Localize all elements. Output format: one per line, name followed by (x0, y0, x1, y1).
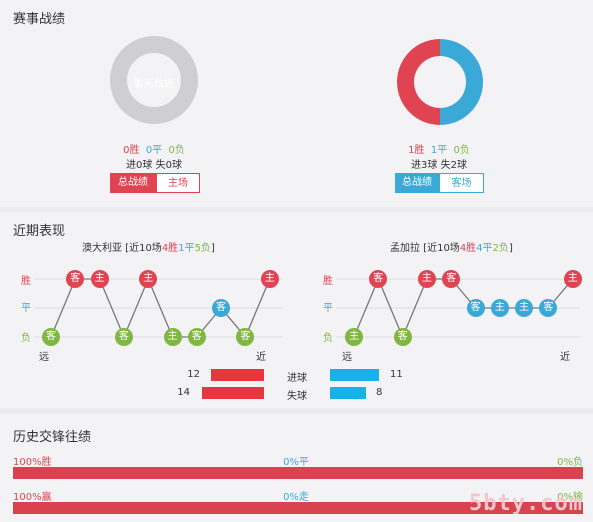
right-loss-count: 0负 (453, 145, 470, 156)
right-axis-draw: 平 (323, 303, 333, 314)
left-form-match-node[interactable]: 客 (42, 328, 60, 346)
history-title: 历史交锋往绩 (13, 430, 92, 445)
left-form-match-node[interactable]: 客 (236, 328, 255, 346)
left-goals-value: 12 (187, 369, 200, 380)
left-loss-count: 0负 (168, 145, 185, 156)
left-recent-draws: 1平 (178, 243, 195, 254)
left-conceded-value: 14 (177, 387, 190, 398)
left-goals-line: 进0球 失0球 (126, 160, 182, 171)
left-form-match-node[interactable]: 客 (114, 328, 133, 346)
right-recent-draws: 4平 (476, 243, 493, 254)
left-record-line: 0胜 0平 0负 (100, 141, 208, 156)
left-form-match-node[interactable]: 客 (187, 328, 206, 346)
right-axis-loss: 负 (323, 333, 333, 344)
site-watermark: 5bty.com (469, 491, 583, 516)
history-row1-mid: 0%平 (283, 457, 309, 468)
recent-title: 近期表现 (13, 224, 66, 239)
left-form-match-node[interactable]: 主 (139, 270, 158, 288)
right-form-match-node[interactable]: 主 (563, 270, 582, 288)
left-form-match-node[interactable]: 主 (163, 328, 182, 346)
history-row1-left: 100%胜 (13, 457, 52, 468)
left-form-match-node[interactable]: 主 (90, 270, 109, 288)
right-form-chart: 胜 平 负 远 近 主客客主客客主主客主 (296, 262, 593, 363)
right-form-line (353, 277, 574, 339)
right-form-match-node[interactable]: 客 (466, 299, 485, 317)
history-row1-track (13, 467, 583, 479)
right-form-match-node[interactable]: 客 (539, 299, 558, 317)
right-goals-value: 11 (390, 369, 403, 380)
record-panel: 赛事战绩 暂无数据 0胜 0平 0负 进0球 失0球 总战绩 主场 1胜 1平 … (0, 0, 593, 207)
history-row2-right: 0%输 (557, 492, 583, 503)
right-form-match-node[interactable]: 主 (490, 299, 509, 317)
left-form-match-node[interactable]: 客 (212, 299, 231, 317)
right-form-match-node[interactable]: 主 (345, 328, 363, 346)
right-donut-chart (397, 39, 483, 125)
left-near-label: 近 (256, 352, 266, 363)
history-row2-left: 100%赢 (13, 492, 52, 503)
left-recent-header: 澳大利亚 [近10场4胜1平5负] (82, 243, 215, 254)
left-axis-win: 胜 (21, 276, 31, 287)
recent-panel: 近期表现 澳大利亚 [近10场4胜1平5负] 孟加拉 [近10场4胜4平2负] … (0, 212, 593, 408)
right-record-line: 1胜 1平 0负 (385, 141, 493, 156)
left-recent-losses: 5负 (194, 243, 211, 254)
right-recent-losses: 2负 (492, 243, 509, 254)
right-far-label: 远 (342, 352, 352, 363)
left-conceded-bar (201, 387, 264, 399)
right-form-match-node[interactable]: 主 (515, 299, 534, 317)
right-axis-win: 胜 (323, 276, 333, 287)
history-row2-fill (13, 502, 583, 514)
left-axis-draw: 平 (21, 303, 31, 314)
right-conceded-value: 8 (376, 387, 383, 398)
left-form-match-node[interactable]: 主 (260, 270, 279, 288)
right-tab-away[interactable]: 客场 (439, 173, 484, 193)
right-form-match-node[interactable]: 客 (393, 328, 412, 346)
left-tab-total[interactable]: 总战绩 (110, 173, 156, 193)
history-row1-fill (13, 467, 583, 479)
left-axis-loss: 负 (21, 333, 31, 344)
goals-label: 进球 (287, 373, 307, 384)
right-draw-count: 1平 (430, 145, 448, 156)
left-far-label: 远 (39, 352, 49, 363)
right-goals-line: 进3球 失2球 (411, 160, 467, 171)
left-win-count: 0胜 (123, 145, 140, 156)
left-tab-home[interactable]: 主场 (156, 173, 200, 193)
left-form-chart: 胜 平 负 远 近 客客主客主主客客客主 (0, 262, 296, 363)
right-donut-draw-slice (440, 39, 483, 125)
left-empty-text: 暂无数据 (134, 79, 174, 90)
left-goals-bar (210, 369, 264, 381)
right-recent-header: 孟加拉 [近10场4胜4平2负] (390, 243, 513, 254)
right-tab-total[interactable]: 总战绩 (395, 173, 439, 193)
conceded-label: 失球 (287, 391, 307, 402)
right-win-count: 1胜 (408, 145, 425, 156)
right-form-match-node[interactable]: 客 (442, 270, 461, 288)
left-donut-chart (110, 36, 198, 124)
right-near-label: 近 (560, 352, 570, 363)
left-draw-count: 0平 (145, 145, 163, 156)
right-form-match-node[interactable]: 主 (417, 270, 436, 288)
left-form-line (50, 277, 271, 339)
left-form-match-node[interactable]: 客 (66, 270, 85, 288)
right-form-match-node[interactable]: 客 (369, 270, 388, 288)
history-row2-mid: 0%走 (283, 492, 309, 503)
history-row1-right: 0%负 (557, 457, 583, 468)
right-goals-bar (330, 369, 379, 381)
history-row2-track (13, 502, 583, 514)
right-donut-win-slice (397, 39, 440, 125)
record-title: 赛事战绩 (13, 12, 66, 27)
history-panel: 历史交锋往绩 100%胜 0%平 0%负 100%赢 0%走 0%输 (0, 414, 593, 522)
right-conceded-bar (330, 387, 366, 399)
right-recent-wins: 4胜 (459, 243, 477, 254)
left-recent-wins: 4胜 (161, 243, 179, 254)
